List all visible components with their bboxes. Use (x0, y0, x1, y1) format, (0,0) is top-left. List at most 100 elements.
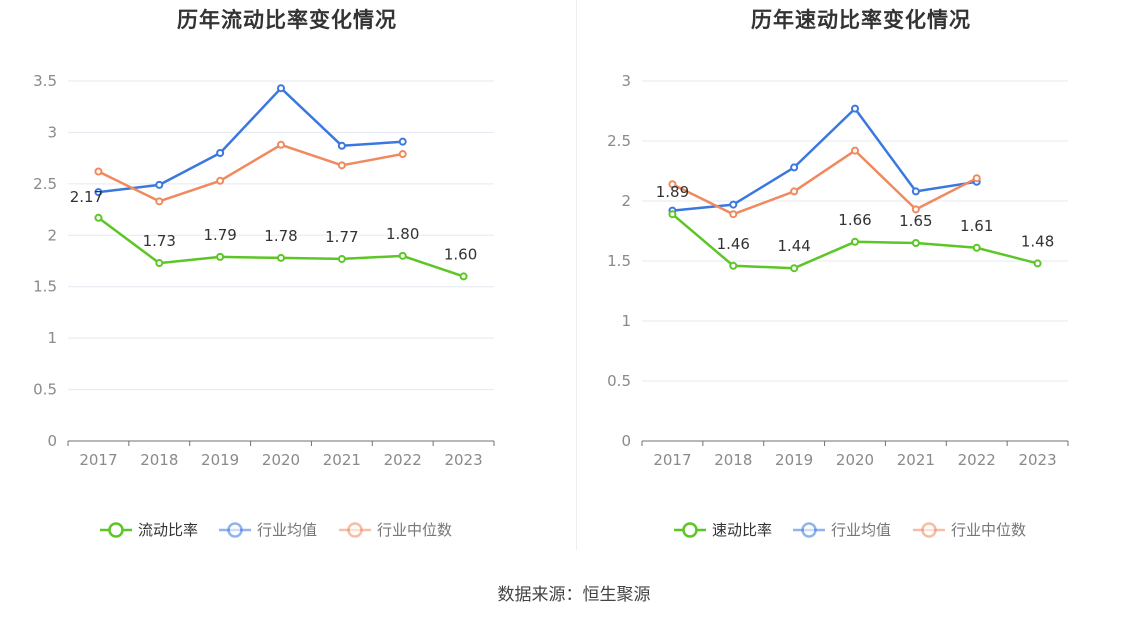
data-point (216, 252, 225, 261)
legend-marker (227, 522, 243, 538)
data-point (790, 163, 799, 172)
x-tick-label: 2023 (1018, 451, 1056, 469)
y-tick-label: 3 (621, 72, 631, 90)
series-line (672, 107, 977, 212)
legend-label: 行业均值 (257, 521, 317, 539)
series-line (671, 149, 978, 216)
x-tick-label: 2020 (262, 451, 300, 469)
chart-title: 历年流动比率变化情况 (177, 8, 397, 32)
data-point (972, 174, 981, 183)
data-label: 1.80 (386, 225, 419, 243)
data-source-note: 数据来源：恒生聚源 (497, 585, 651, 605)
data-point (398, 251, 407, 260)
y-tick-label: 1 (621, 312, 631, 330)
legend-marker (108, 522, 124, 538)
y-tick-label: 0.5 (33, 381, 57, 399)
data-point (337, 141, 346, 150)
data-point (851, 104, 859, 113)
x-tick-label: 2017 (79, 451, 117, 469)
data-point (729, 200, 738, 209)
y-tick-label: 0 (47, 432, 57, 450)
data-point (155, 259, 164, 268)
legend-marker (801, 522, 817, 538)
data-point (911, 205, 920, 214)
data-point (668, 180, 677, 189)
x-tick-label: 2021 (897, 451, 935, 469)
legend-label: 行业中位数 (377, 521, 452, 539)
current-ratio-plot: 0 0.5 1 1.5 2 2.5 3 3.5 2017 2018 2019 2020 2021 2022… (33, 72, 495, 539)
data-point (155, 197, 164, 206)
data-point (216, 149, 225, 157)
data-point (1033, 259, 1042, 268)
legend-marker (682, 522, 698, 538)
quick-ratio-plot: 0 0.5 1 1.5 2 2.5 3 2017 2018 2019 2020 2021 2022 202… (607, 72, 1069, 539)
data-label: 1.61 (960, 217, 993, 235)
panel-divider (576, 0, 577, 550)
data-label: 1.60 (444, 245, 477, 263)
data-point (729, 210, 738, 219)
y-tick-label: 1.5 (33, 278, 57, 296)
y-tick-label: 1.5 (607, 252, 631, 270)
y-tick-label: 0.5 (607, 372, 631, 390)
data-point (337, 161, 346, 170)
y-tick-label: 2.5 (33, 175, 57, 193)
y-tick-label: 1 (47, 329, 57, 347)
x-tick-label: 2020 (836, 451, 874, 469)
x-tick-label: 2022 (958, 451, 996, 469)
y-tick-label: 0 (621, 432, 631, 450)
data-label: 1.65 (899, 212, 932, 230)
y-tick-label: 2 (621, 192, 631, 210)
data-point (398, 137, 407, 146)
y-tick-label: 3.5 (33, 72, 57, 90)
y-tick-label: 2.5 (607, 132, 631, 150)
y-tick-label: 2 (47, 226, 57, 244)
legend-marker (921, 522, 937, 538)
chart-title: 历年速动比率变化情况 (751, 8, 971, 32)
x-tick-label: 2018 (714, 451, 752, 469)
data-point (911, 187, 920, 196)
series-line (97, 143, 403, 203)
data-point (337, 254, 346, 263)
x-tick-label: 2017 (653, 451, 691, 469)
data-point (277, 84, 285, 93)
x-tick-label: 2019 (775, 451, 813, 469)
data-point (729, 261, 738, 270)
data-label: 1.77 (325, 228, 358, 246)
x-tick-label: 2021 (323, 451, 361, 469)
data-point (216, 176, 225, 185)
data-point (790, 264, 799, 273)
data-point (398, 150, 407, 159)
x-tick-label: 2022 (384, 451, 422, 469)
data-label: 1.48 (1021, 232, 1054, 250)
x-tick-label: 2019 (201, 451, 239, 469)
y-tick-label: 3 (47, 123, 57, 141)
data-label: 1.78 (264, 227, 297, 245)
series-line (98, 86, 403, 194)
data-label: 1.89 (656, 183, 689, 201)
legend-label: 行业中位数 (951, 521, 1026, 539)
legend-label: 行业均值 (831, 521, 891, 539)
data-point (94, 213, 103, 222)
chart-quick-ratio: 历年速动比率变化情况 0 0.5 1 1.5 2 2.5 3 2017 2018 2019 2020… (574, 0, 1148, 560)
legend-label: 速动比率 (712, 521, 772, 539)
x-tick-label: 2023 (444, 451, 482, 469)
data-label: 1.73 (143, 232, 176, 250)
data-point (972, 243, 981, 252)
chart-current-ratio: 历年流动比率变化情况 0 0.5 1 1.5 2 2.5 3 3.5 2017 2018 2019 2… (0, 0, 574, 560)
data-label: 1.79 (203, 226, 236, 244)
x-tick-label: 2018 (140, 451, 178, 469)
data-point (155, 180, 164, 189)
legend-label: 流动比率 (138, 521, 198, 539)
data-label: 1.46 (717, 235, 750, 253)
data-point (851, 146, 859, 155)
data-point (94, 188, 103, 197)
data-point (668, 210, 677, 219)
data-point (459, 272, 468, 281)
data-point (277, 140, 285, 149)
data-point (277, 253, 285, 262)
data-label: 1.44 (777, 237, 810, 255)
data-label: 2.17 (70, 188, 103, 206)
data-point (911, 239, 920, 247)
legend-marker (347, 522, 363, 538)
data-point (94, 167, 103, 176)
